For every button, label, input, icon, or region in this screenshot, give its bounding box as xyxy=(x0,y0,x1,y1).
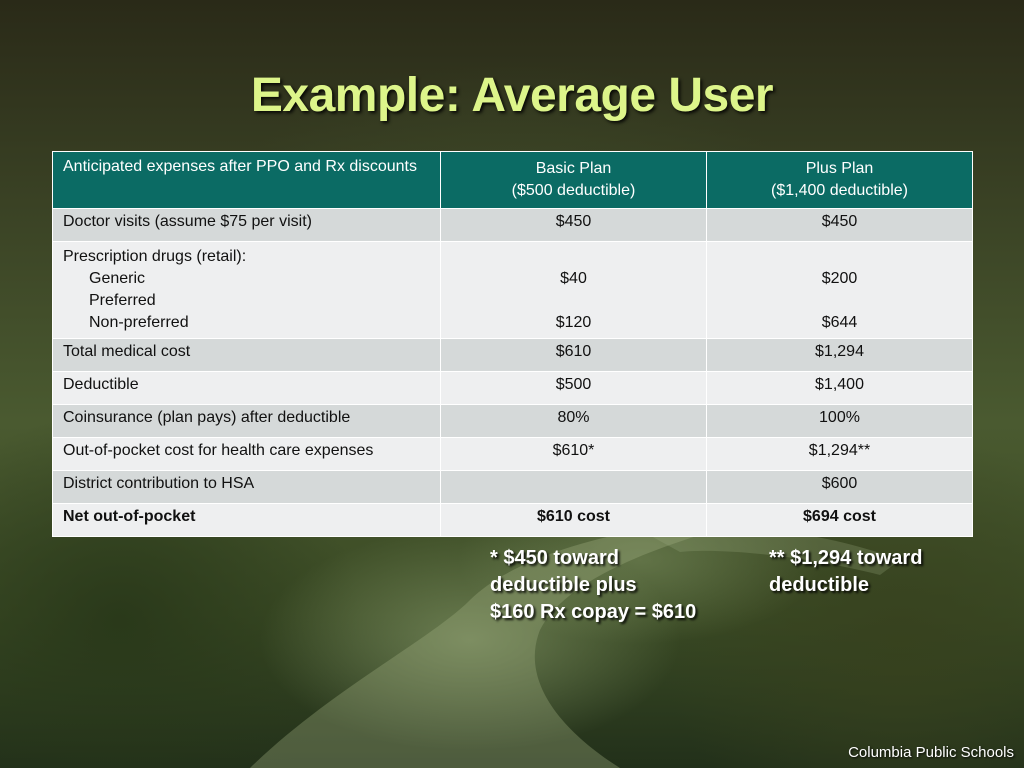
row-label: Coinsurance (plan pays) after deductible xyxy=(52,404,441,438)
header-expenses: Anticipated expenses after PPO and Rx di… xyxy=(52,151,441,209)
row-label: Doctor visits (assume $75 per visit) xyxy=(52,208,441,242)
table-header-row: Anticipated expenses after PPO and Rx di… xyxy=(52,151,973,209)
slide-title: Example: Average User xyxy=(250,69,774,122)
plus-value: $1,294** xyxy=(706,437,973,471)
header-basic-plan: Basic Plan ($500 deductible) xyxy=(440,151,707,209)
basic-value: $500 xyxy=(440,371,707,405)
row-label: Net out-of-pocket xyxy=(52,503,441,537)
header-plus-plan: Plus Plan ($1,400 deductible) xyxy=(706,151,973,209)
table-row-hsa-contribution: District contribution to HSA $600 xyxy=(52,470,973,504)
plus-value: $600 xyxy=(706,470,973,504)
row-label: Deductible xyxy=(52,371,441,405)
row-label: Prescription drugs (retail): Generic Pre… xyxy=(52,241,441,339)
plus-value: $200 $644 xyxy=(706,241,973,339)
plus-value: $450 xyxy=(706,208,973,242)
table-row-deductible: Deductible $500 $1,400 xyxy=(52,371,973,405)
table-row-out-of-pocket: Out-of-pocket cost for health care expen… xyxy=(52,437,973,471)
basic-value: 80% xyxy=(440,404,707,438)
table-row-coinsurance: Coinsurance (plan pays) after deductible… xyxy=(52,404,973,438)
row-label: District contribution to HSA xyxy=(52,470,441,504)
expenses-table: Anticipated expenses after PPO and Rx di… xyxy=(52,151,973,537)
table-row-prescription-drugs: Prescription drugs (retail): Generic Pre… xyxy=(52,241,973,339)
table-row-total-medical-cost: Total medical cost $610 $1,294 xyxy=(52,338,973,372)
table-row-doctor-visits: Doctor visits (assume $75 per visit) $45… xyxy=(52,208,973,242)
basic-value: $40 $120 xyxy=(440,241,707,339)
plus-value: $1,294 xyxy=(706,338,973,372)
footer-organization: Columbia Public Schools xyxy=(848,744,1014,761)
basic-value: $610 cost xyxy=(440,503,707,537)
basic-plan-footnote: * $450 toward deductible plus $160 Rx co… xyxy=(490,547,697,623)
row-label: Total medical cost xyxy=(52,338,441,372)
basic-value xyxy=(440,470,707,504)
basic-value: $610* xyxy=(440,437,707,471)
plus-plan-footnote: ** $1,294 toward deductible xyxy=(769,547,923,596)
basic-value: $610 xyxy=(440,338,707,372)
table-row-net-out-of-pocket: Net out-of-pocket $610 cost $694 cost xyxy=(52,503,973,537)
plus-value: $694 cost xyxy=(706,503,973,537)
basic-value: $450 xyxy=(440,208,707,242)
row-label: Out-of-pocket cost for health care expen… xyxy=(52,437,441,471)
plus-value: 100% xyxy=(706,404,973,438)
plus-value: $1,400 xyxy=(706,371,973,405)
